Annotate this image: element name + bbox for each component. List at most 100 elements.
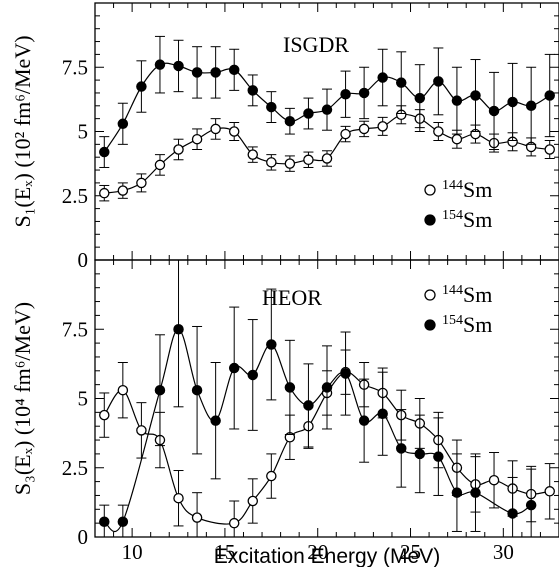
y-tick-label: 7.5 <box>62 55 88 79</box>
data-point <box>470 487 481 498</box>
data-point <box>340 88 351 100</box>
data-point <box>433 76 444 87</box>
data-point <box>377 121 388 132</box>
data-point <box>303 400 314 411</box>
data-point <box>395 443 407 454</box>
data-point <box>228 64 240 76</box>
y-tick-label: 2.5 <box>62 456 88 480</box>
data-point <box>284 382 296 393</box>
y-tick-label: 0 <box>78 248 89 272</box>
data-point <box>136 81 147 92</box>
data-point <box>507 508 518 519</box>
data-point <box>340 368 351 379</box>
data-point <box>377 72 388 83</box>
data-point <box>173 60 184 72</box>
data-point <box>247 369 259 381</box>
data-point <box>451 133 463 145</box>
data-point <box>414 448 426 460</box>
panel-title: ISGDR <box>283 32 349 57</box>
data-point <box>433 451 444 462</box>
data-point <box>136 425 147 436</box>
data-point <box>191 133 203 145</box>
shared-x-axis: 10 15 20 25 30 Excitation Energy (MeV) <box>122 540 514 567</box>
y-tick-label: 5 <box>78 387 89 411</box>
y-tick-label: 2.5 <box>62 184 88 208</box>
data-point <box>525 499 537 511</box>
data-point <box>173 144 184 155</box>
data-point <box>525 100 537 112</box>
panel-heor: 02.557.5S₃(Eₓ) (10⁴ fm⁶/MeV)HEOR 144Sm154… <box>10 259 559 549</box>
data-point <box>266 470 277 482</box>
data-point <box>228 126 240 137</box>
legend-label: 154Sm <box>442 207 492 232</box>
plot-area <box>99 35 555 202</box>
data-point <box>433 126 444 137</box>
data-point <box>321 104 333 115</box>
x-tick-label: 25 <box>400 540 421 564</box>
data-point <box>321 153 333 164</box>
data-point <box>266 157 277 168</box>
data-point <box>99 146 110 158</box>
legend-label: 144Sm <box>442 282 492 307</box>
panel-isgdr: 0 2.5 5 7.5 S₁(Eₓ) (10² fm⁶/MeV) ISGDR 144Sm 15… <box>10 2 559 272</box>
data-point <box>266 101 277 113</box>
data-point <box>247 85 259 96</box>
legend-marker <box>424 214 436 226</box>
data-point <box>544 486 555 497</box>
data-point <box>154 59 166 70</box>
data-point <box>451 487 463 498</box>
data-point <box>99 409 110 421</box>
data-point <box>358 87 370 99</box>
x-axis-label: Excitation Energy (MeV) <box>214 545 440 567</box>
plot-area <box>99 260 555 537</box>
data-point <box>117 384 129 396</box>
legend-label: 154Sm <box>442 312 492 337</box>
data-point <box>228 517 240 529</box>
data-point <box>210 123 221 135</box>
data-point <box>99 516 110 528</box>
data-point <box>377 408 388 419</box>
data-point <box>284 158 296 169</box>
y-tick-label: 7.5 <box>62 317 88 341</box>
y-tick-label: 0 <box>78 525 89 549</box>
data-point <box>117 516 129 528</box>
data-point <box>247 149 259 160</box>
data-point <box>117 185 129 196</box>
x-tick-label: 30 <box>493 540 514 564</box>
legend-marker <box>424 184 436 196</box>
legend-label: 144Sm <box>442 177 492 202</box>
data-point <box>266 339 277 350</box>
data-point <box>395 77 407 88</box>
data-point <box>284 115 296 127</box>
x-tick-label: 20 <box>307 540 328 564</box>
data-point <box>173 492 184 504</box>
data-point <box>358 123 370 135</box>
data-point <box>303 108 314 119</box>
data-point <box>136 177 147 189</box>
data-point <box>210 67 221 78</box>
data-point <box>488 105 500 117</box>
y-axis-label: S₁(Eₓ) (10² fm⁶/MeV) <box>10 35 35 227</box>
data-point <box>191 67 203 78</box>
data-point <box>191 512 203 523</box>
data-point <box>414 92 426 104</box>
data-point <box>507 96 518 108</box>
y-tick-label: 5 <box>78 120 89 144</box>
x-tick-label: 15 <box>214 540 235 564</box>
legend-marker <box>424 289 436 301</box>
data-point <box>210 415 221 426</box>
data-point <box>340 128 351 140</box>
data-point <box>99 187 110 199</box>
data-point <box>488 474 500 486</box>
data-point <box>544 90 555 101</box>
legend-marker <box>424 319 436 331</box>
data-point <box>228 362 240 374</box>
data-point <box>173 323 184 335</box>
data-point <box>321 382 333 393</box>
data-point <box>470 90 481 101</box>
data-point <box>303 154 314 166</box>
data-point <box>247 495 259 507</box>
x-tick-label: 10 <box>122 540 143 564</box>
data-point <box>154 159 166 171</box>
